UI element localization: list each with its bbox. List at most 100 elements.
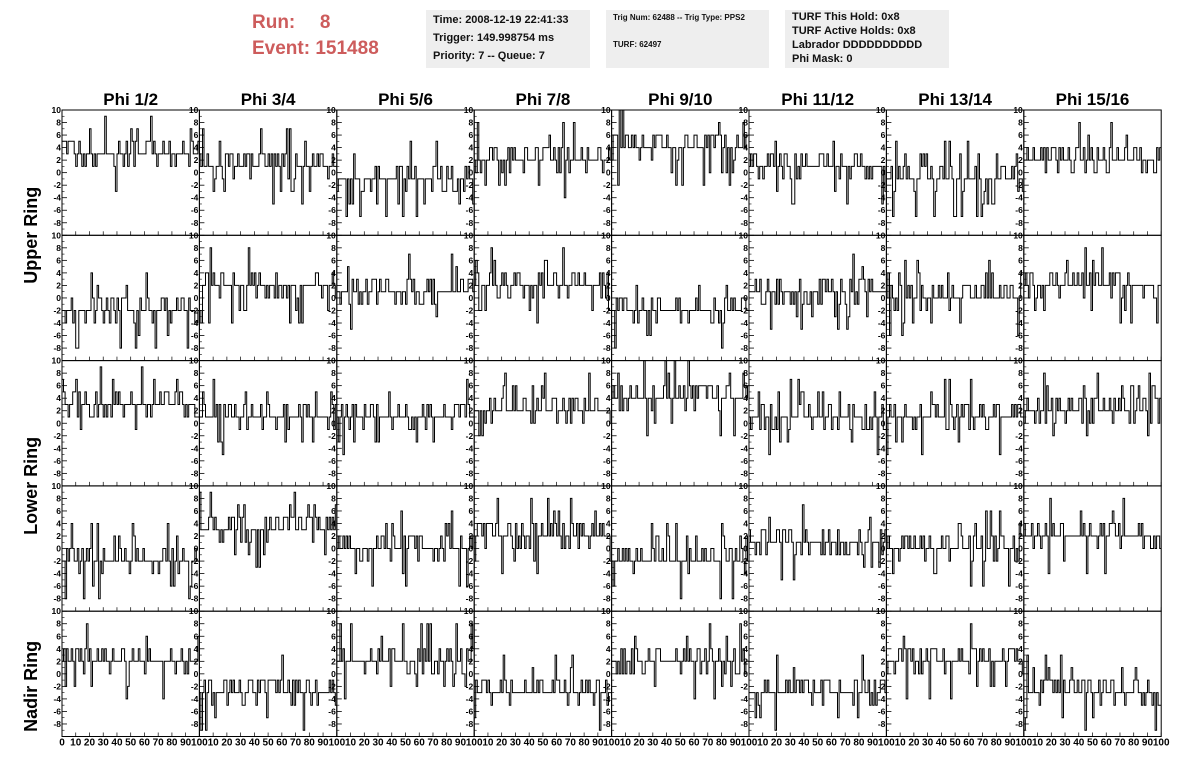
column-header: Phi 11/12 (781, 90, 854, 109)
y-tick-label: 8 (468, 493, 473, 503)
y-tick-label: 4 (56, 268, 61, 278)
y-tick-label: 2 (743, 656, 748, 666)
y-tick-label: 8 (56, 619, 61, 629)
y-tick-label: 6 (1018, 381, 1023, 391)
y-tick-label: 4 (56, 518, 61, 528)
y-tick-label: 6 (881, 255, 886, 265)
y-tick-label: 0 (743, 544, 748, 554)
y-tick-label: -4 (191, 193, 199, 203)
x-tick-label: 30 (785, 738, 797, 749)
y-tick-label: 2 (468, 531, 473, 541)
y-tick-label: 4 (56, 143, 61, 153)
y-tick-label: 0 (468, 168, 473, 178)
y-tick-label: 8 (468, 619, 473, 629)
y-tick-label: 6 (194, 381, 199, 391)
panel-frame (198, 109, 338, 236)
y-tick-label: -4 (466, 443, 474, 453)
y-tick-label: -6 (740, 581, 748, 591)
x-tick-label: 50 (125, 738, 137, 749)
y-tick-label: -6 (191, 581, 199, 591)
y-tick-label: -2 (1015, 305, 1023, 315)
y-tick-label: -6 (328, 331, 336, 341)
y-tick-label: -4 (53, 569, 61, 579)
turf-info-box: TURF This Hold: 0x8 TURF Active Holds: 0… (785, 10, 949, 68)
waveform-line (199, 378, 337, 456)
y-tick-label: 6 (194, 255, 199, 265)
y-tick-label: 6 (606, 631, 611, 641)
x-tick-label: 60 (826, 738, 838, 749)
y-tick-label: -8 (740, 719, 748, 729)
x-tick-label: 40 (524, 738, 536, 749)
y-tick-label: 8 (194, 118, 199, 128)
y-tick-label: -6 (466, 205, 474, 215)
y-tick-label: 2 (331, 406, 336, 416)
y-tick-label: -4 (603, 193, 611, 203)
y-tick-label: 8 (194, 243, 199, 253)
x-tick-label: 10 (895, 738, 907, 749)
y-tick-label: 8 (56, 368, 61, 378)
y-tick-label: -6 (466, 706, 474, 716)
y-tick-label: -2 (603, 681, 611, 691)
x-tick-label: 60 (414, 738, 426, 749)
y-tick-label: 0 (194, 168, 199, 178)
y-tick-label: 4 (606, 268, 611, 278)
waveform-line (611, 109, 749, 186)
run-label: Run: (252, 12, 296, 33)
x-tick-label: 10 (620, 738, 632, 749)
y-tick-label: 6 (743, 130, 748, 140)
y-tick-label: 8 (468, 368, 473, 378)
y-tick-label: 2 (331, 280, 336, 290)
turf-text: TURF: 62497 (613, 40, 662, 49)
y-tick-label: -2 (466, 681, 474, 691)
y-tick-label: -2 (191, 180, 199, 190)
y-tick-label: 4 (606, 393, 611, 403)
y-tick-label: 2 (1018, 531, 1023, 541)
x-tick-label: 50 (537, 738, 549, 749)
x-tick-label: 80 (716, 738, 728, 749)
y-tick-label: -8 (191, 719, 199, 729)
trig-info-box: Trig Num: 62488 -- Trig Type: PPS2 TURF:… (606, 10, 769, 68)
y-tick-label: 8 (1018, 368, 1023, 378)
y-tick-label: 10 (326, 356, 336, 366)
event-row: Event: 151488 (252, 36, 412, 62)
waveform-line (1023, 654, 1162, 731)
y-tick-label: 8 (743, 368, 748, 378)
y-tick-label: 4 (331, 644, 336, 654)
y-tick-label: -8 (191, 468, 199, 478)
y-tick-label: 0 (194, 418, 199, 428)
y-tick-label: 0 (606, 544, 611, 554)
y-tick-label: -6 (603, 456, 611, 466)
y-tick-label: 0 (1018, 293, 1023, 303)
x-tick-label: 40 (661, 738, 673, 749)
y-tick-label: -6 (878, 331, 886, 341)
y-tick-label: 10 (52, 230, 62, 240)
y-tick-label: 4 (743, 268, 748, 278)
y-tick-label: -8 (740, 594, 748, 604)
waveform-line (336, 140, 475, 217)
x-tick-label: 30 (372, 738, 384, 749)
y-tick-label: 10 (464, 356, 474, 366)
y-tick-label: 6 (331, 506, 336, 516)
y-tick-label: 2 (194, 406, 199, 416)
x-tick-label: 30 (647, 738, 659, 749)
y-tick-label: 6 (194, 130, 199, 140)
y-tick-label: -4 (466, 318, 474, 328)
y-tick-label: -2 (466, 180, 474, 190)
y-tick-label: -8 (603, 343, 611, 353)
y-tick-label: 8 (56, 243, 61, 253)
y-tick-label: -6 (53, 331, 61, 341)
y-tick-label: 0 (56, 293, 61, 303)
y-tick-label: -8 (878, 719, 886, 729)
y-tick-label: -2 (740, 431, 748, 441)
y-tick-label: -8 (466, 343, 474, 353)
y-tick-label: 10 (52, 356, 62, 366)
x-tick-label: 30 (922, 738, 934, 749)
column-header: Phi 5/6 (378, 90, 433, 109)
y-tick-label: -6 (328, 706, 336, 716)
y-tick-label: 6 (606, 381, 611, 391)
y-tick-label: -8 (53, 468, 61, 478)
y-tick-label: 2 (606, 406, 611, 416)
run-event-box: Run: 8 Event: 151488 (252, 10, 412, 62)
y-tick-label: -8 (328, 468, 336, 478)
y-tick-label: -6 (53, 581, 61, 591)
